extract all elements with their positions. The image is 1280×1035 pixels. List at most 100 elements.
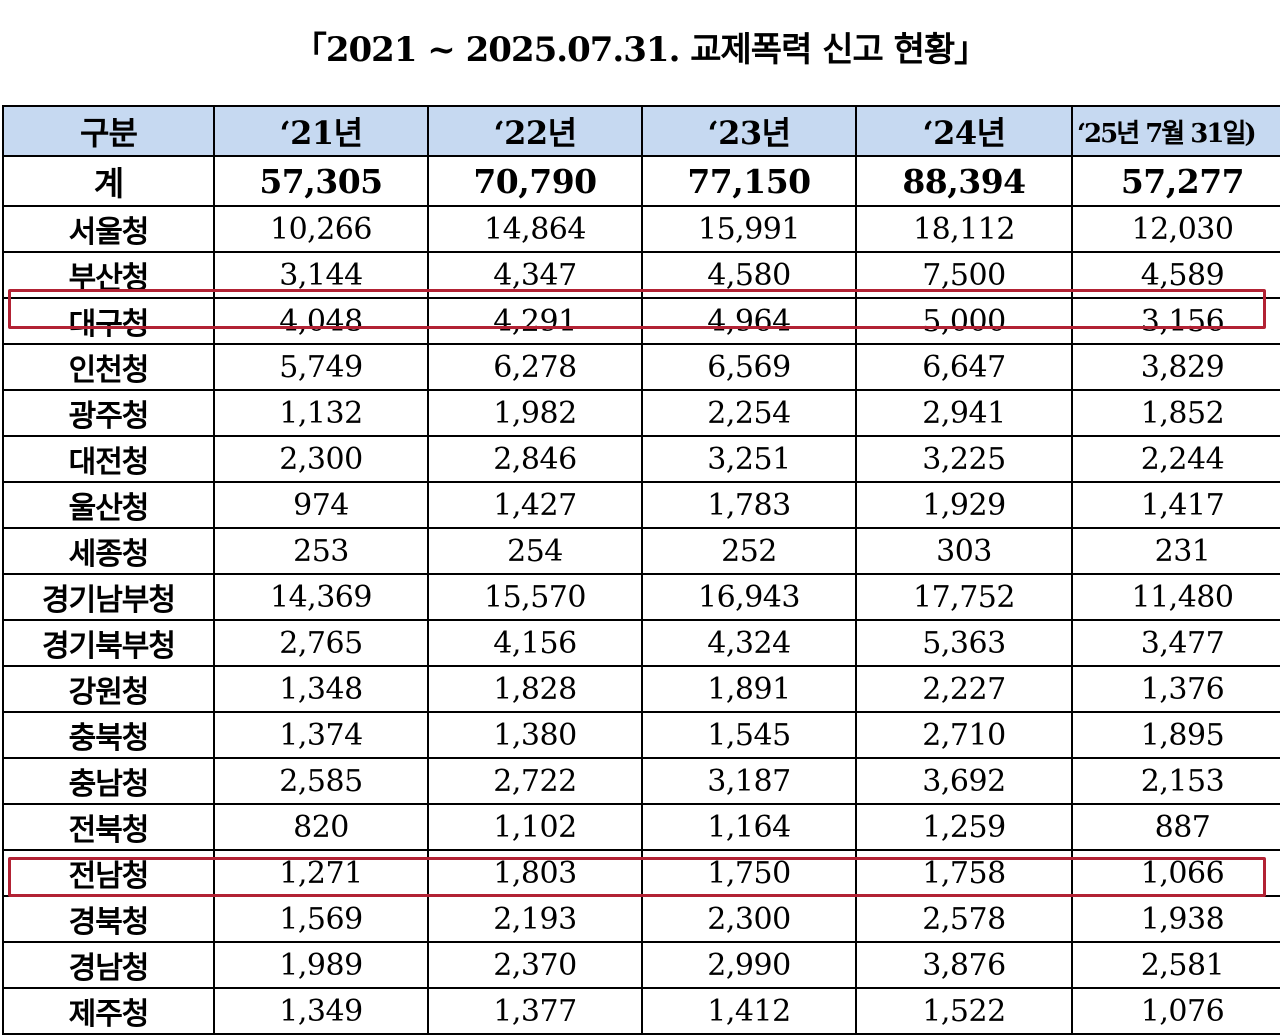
table-row: 세종청 253 254 252 303 231: [2, 527, 1280, 575]
table-cell: 3,692: [855, 757, 1073, 805]
table-cell: 1,076: [1071, 987, 1280, 1035]
table-cell: 2,227: [855, 665, 1073, 713]
table-cell: 12,030: [1071, 205, 1280, 253]
table-cell: 1,545: [641, 711, 857, 759]
total-cell: 57,277: [1071, 155, 1280, 207]
table-row: 전남청 1,271 1,803 1,750 1,758 1,066: [2, 849, 1280, 897]
total-cell: 70,790: [427, 155, 643, 207]
table-cell: 2,300: [213, 435, 429, 483]
table-row: 대전청 2,300 2,846 3,251 3,225 2,244: [2, 435, 1280, 483]
table-cell: 2,153: [1071, 757, 1280, 805]
region-label: 충북청: [2, 711, 215, 759]
table-cell: 4,156: [427, 619, 643, 667]
table-cell: 2,578: [855, 895, 1073, 943]
table-cell: 17,752: [855, 573, 1073, 621]
table-row: 부산청 3,144 4,347 4,580 7,500 4,589: [2, 251, 1280, 299]
region-label: 전북청: [2, 803, 215, 851]
region-label: 대구청: [2, 297, 215, 345]
region-label: 울산청: [2, 481, 215, 529]
table-cell: 1,989: [213, 941, 429, 989]
table-cell: 3,225: [855, 435, 1073, 483]
table-cell: 2,254: [641, 389, 857, 437]
table-cell: 1,380: [427, 711, 643, 759]
table-cell: 14,864: [427, 205, 643, 253]
table-cell: 1,783: [641, 481, 857, 529]
table-cell: 2,990: [641, 941, 857, 989]
table-cell: 1,348: [213, 665, 429, 713]
table-cell: 15,991: [641, 205, 857, 253]
table-cell: 3,156: [1071, 297, 1280, 345]
header-row: 구분 ‘21년 ‘22년 ‘23년 ‘24년 ‘25년 7월 31일): [2, 105, 1280, 157]
table-cell: 3,144: [213, 251, 429, 299]
table-cell: 4,347: [427, 251, 643, 299]
total-row: 계 57,305 70,790 77,150 88,394 57,277: [2, 155, 1280, 207]
table-cell: 10,266: [213, 205, 429, 253]
header-cell: ‘22년: [427, 105, 643, 157]
table-cell: 1,102: [427, 803, 643, 851]
table-cell: 7,500: [855, 251, 1073, 299]
table-cell: 4,964: [641, 297, 857, 345]
table-cell: 3,251: [641, 435, 857, 483]
table-row: 제주청 1,349 1,377 1,412 1,522 1,076: [2, 987, 1280, 1035]
total-cell: 57,305: [213, 155, 429, 207]
region-label: 광주청: [2, 389, 215, 437]
table-cell: 974: [213, 481, 429, 529]
header-cell: ‘24년: [855, 105, 1073, 157]
table-cell: 2,941: [855, 389, 1073, 437]
region-label: 경기남부청: [2, 573, 215, 621]
table-cell: 1,377: [427, 987, 643, 1035]
region-label: 인천청: [2, 343, 215, 391]
table-row: 충북청 1,374 1,380 1,545 2,710 1,895: [2, 711, 1280, 759]
table-cell: 1,929: [855, 481, 1073, 529]
table-cell: 2,585: [213, 757, 429, 805]
table-cell: 1,374: [213, 711, 429, 759]
table-row: 전북청 820 1,102 1,164 1,259 887: [2, 803, 1280, 851]
table-cell: 3,187: [641, 757, 857, 805]
table-cell: 1,891: [641, 665, 857, 713]
table-cell: 4,580: [641, 251, 857, 299]
region-label: 제주청: [2, 987, 215, 1035]
table-cell: 5,363: [855, 619, 1073, 667]
table-cell: 4,048: [213, 297, 429, 345]
table-cell: 2,300: [641, 895, 857, 943]
table-row: 경북청 1,569 2,193 2,300 2,578 1,938: [2, 895, 1280, 943]
table-cell: 252: [641, 527, 857, 575]
table-cell: 1,803: [427, 849, 643, 897]
table-cell: 1,349: [213, 987, 429, 1035]
region-label: 경남청: [2, 941, 215, 989]
table-cell: 1,066: [1071, 849, 1280, 897]
table-cell: 253: [213, 527, 429, 575]
region-label: 세종청: [2, 527, 215, 575]
table-cell: 1,164: [641, 803, 857, 851]
table-cell: 2,722: [427, 757, 643, 805]
table-cell: 1,758: [855, 849, 1073, 897]
table-row: 인천청 5,749 6,278 6,569 6,647 3,829: [2, 343, 1280, 391]
table-cell: 231: [1071, 527, 1280, 575]
table-cell: 1,132: [213, 389, 429, 437]
table-cell: 1,522: [855, 987, 1073, 1035]
table-cell: 1,376: [1071, 665, 1280, 713]
table-cell: 2,710: [855, 711, 1073, 759]
table-cell: 1,982: [427, 389, 643, 437]
total-label: 계: [2, 155, 215, 207]
table-cell: 4,324: [641, 619, 857, 667]
table-cell: 1,895: [1071, 711, 1280, 759]
table-cell: 1,938: [1071, 895, 1280, 943]
table-row: 경기북부청 2,765 4,156 4,324 5,363 3,477: [2, 619, 1280, 667]
table-cell: 14,369: [213, 573, 429, 621]
table-cell: 5,000: [855, 297, 1073, 345]
table-row: 충남청 2,585 2,722 3,187 3,692 2,153: [2, 757, 1280, 805]
table-cell: 18,112: [855, 205, 1073, 253]
table-cell: 1,750: [641, 849, 857, 897]
table-cell: 15,570: [427, 573, 643, 621]
table-cell: 254: [427, 527, 643, 575]
table-cell: 6,569: [641, 343, 857, 391]
table-cell: 1,569: [213, 895, 429, 943]
table-row: 광주청 1,132 1,982 2,254 2,941 1,852: [2, 389, 1280, 437]
table-row: 울산청 974 1,427 1,783 1,929 1,417: [2, 481, 1280, 529]
table-cell: 1,412: [641, 987, 857, 1035]
region-label: 충남청: [2, 757, 215, 805]
region-label: 강원청: [2, 665, 215, 713]
table-cell: 2,846: [427, 435, 643, 483]
table-cell: 11,480: [1071, 573, 1280, 621]
